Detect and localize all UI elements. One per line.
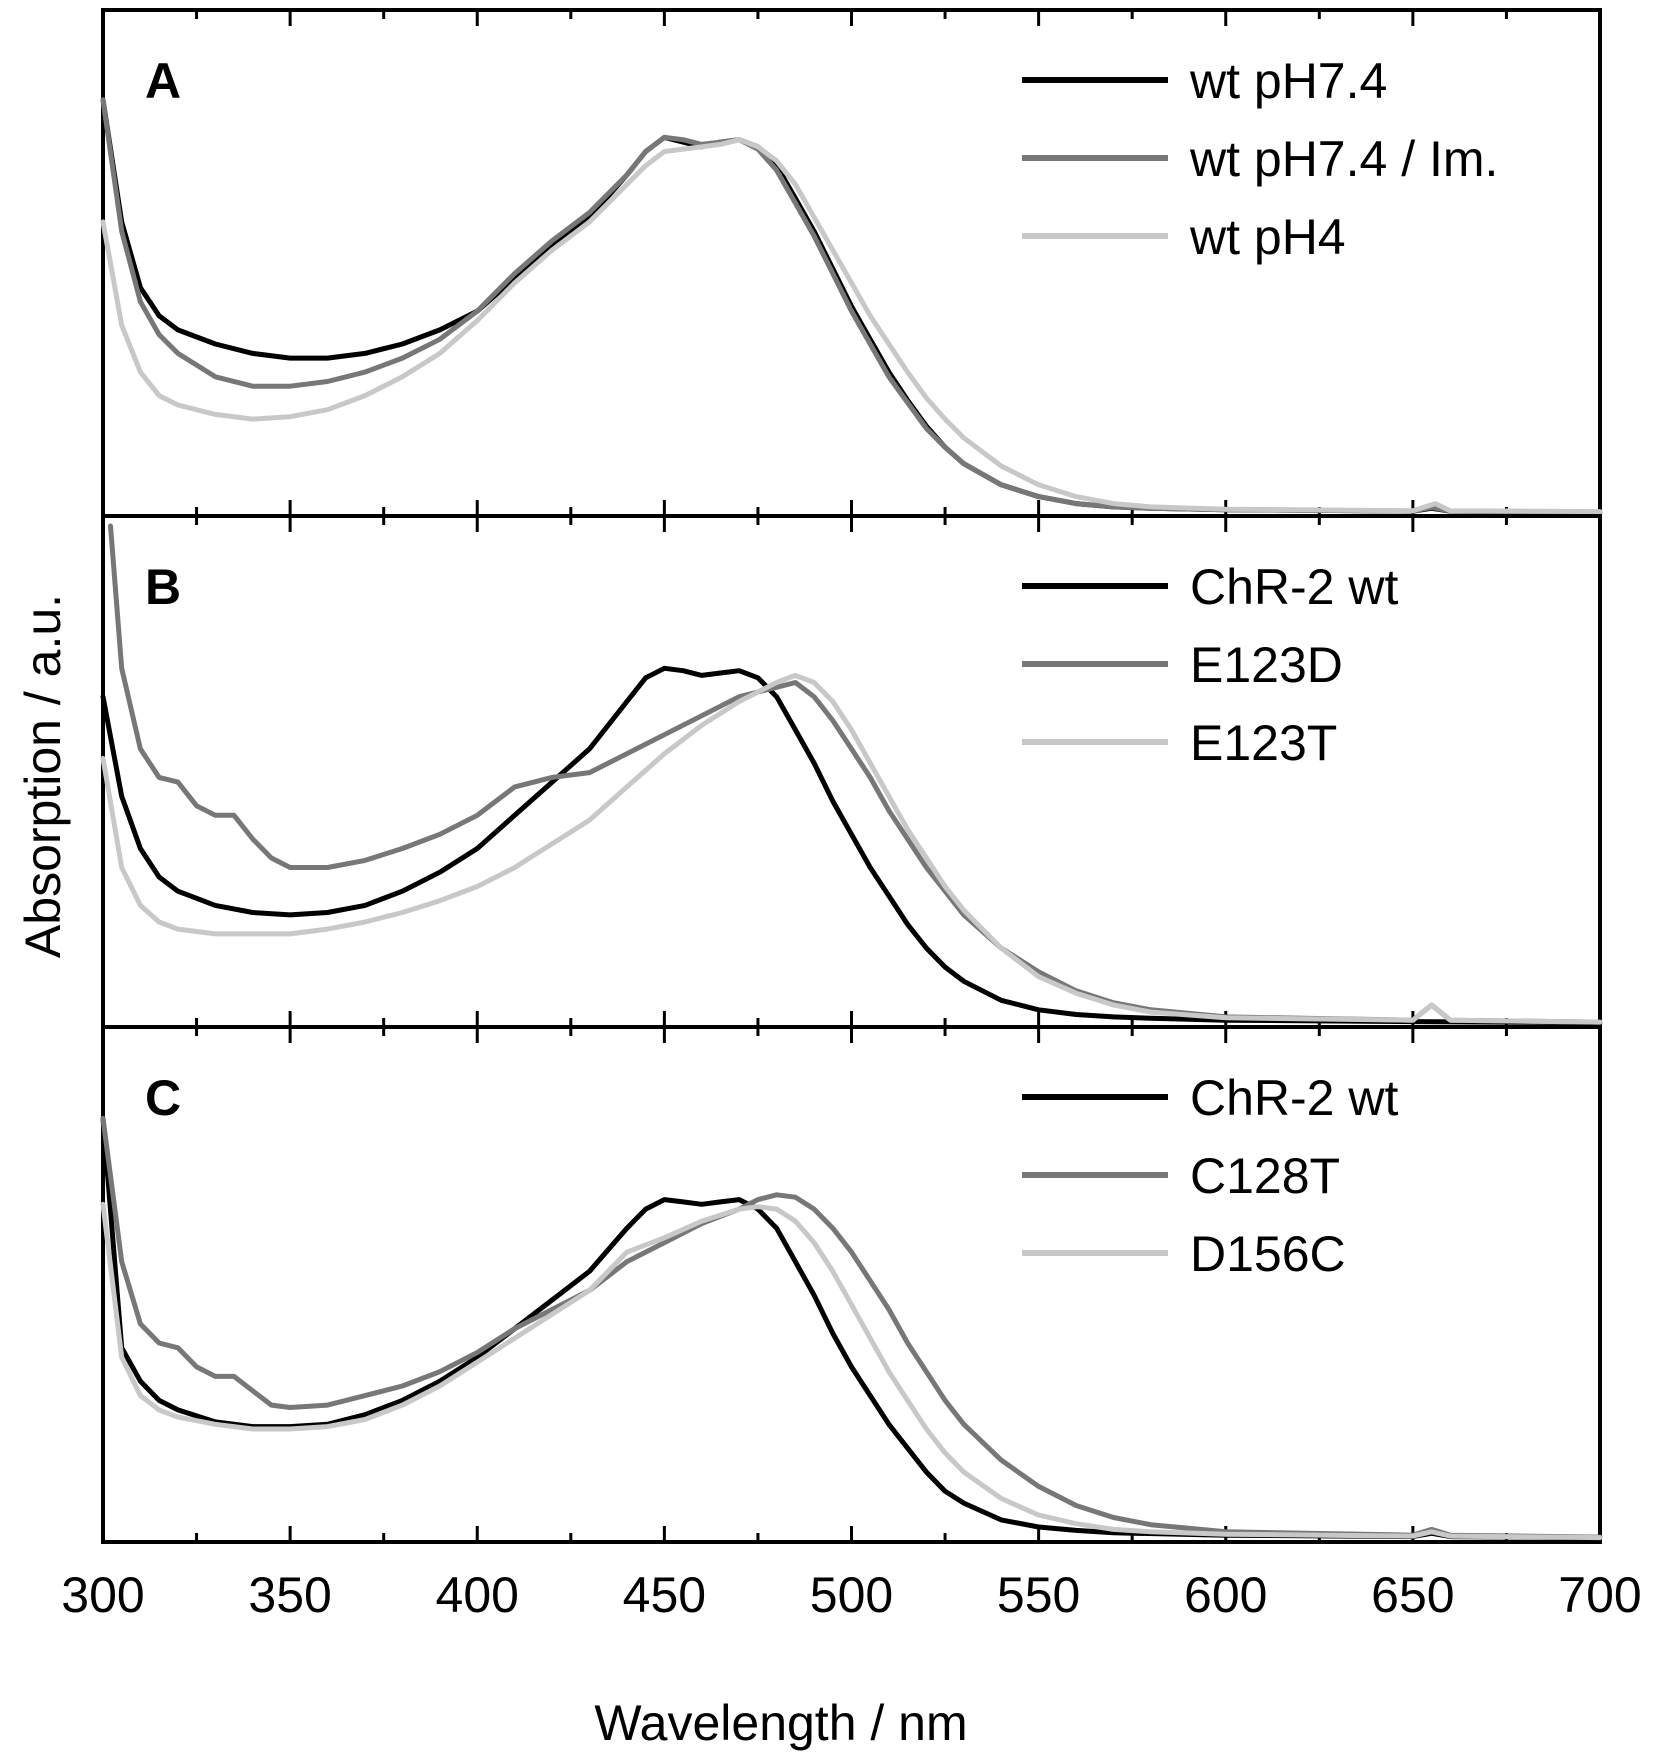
x-tick-label: 450 [623, 1567, 706, 1623]
series-line [108, 523, 1603, 1025]
legend-label: ChR-2 wt [1190, 559, 1398, 615]
legend-label: E123D [1190, 637, 1343, 693]
x-axis-label: Wavelength / nm [594, 1695, 967, 1751]
series-line [100, 137, 1603, 515]
x-tick-label: 500 [810, 1567, 893, 1623]
x-tick-label: 600 [1184, 1567, 1267, 1623]
x-tick-label: 400 [436, 1567, 519, 1623]
panel-B: B ChR-2 wt E123D E123T [100, 514, 1603, 1029]
series-line [100, 1201, 1603, 1541]
x-tick-label: 300 [61, 1567, 144, 1623]
panel-label: C [145, 1070, 181, 1126]
legend-label: D156C [1190, 1226, 1346, 1282]
panel-label: A [145, 53, 181, 109]
panel-C: 300 350 400 450 500 550 600 650 700 C ChR-2 wt C128… [61, 1025, 1642, 1623]
x-tick-label: 650 [1371, 1567, 1454, 1623]
x-tick-label: 700 [1558, 1567, 1641, 1623]
legend-label: wt pH4 [1189, 209, 1346, 265]
legend-label: wt pH7.4 / Im. [1189, 131, 1498, 187]
x-tick-label: 550 [997, 1567, 1080, 1623]
legend-label: E123T [1190, 715, 1337, 771]
legend-label: wt pH7.4 [1189, 53, 1387, 109]
panel-label: B [145, 559, 181, 615]
y-axis-label: Absorption / a.u. [15, 594, 71, 958]
x-tick-label: 350 [248, 1567, 331, 1623]
series-line [100, 672, 1603, 1025]
legend-label: ChR-2 wt [1190, 1070, 1398, 1126]
legend-label: C128T [1190, 1148, 1340, 1204]
series-line [100, 665, 1603, 1026]
